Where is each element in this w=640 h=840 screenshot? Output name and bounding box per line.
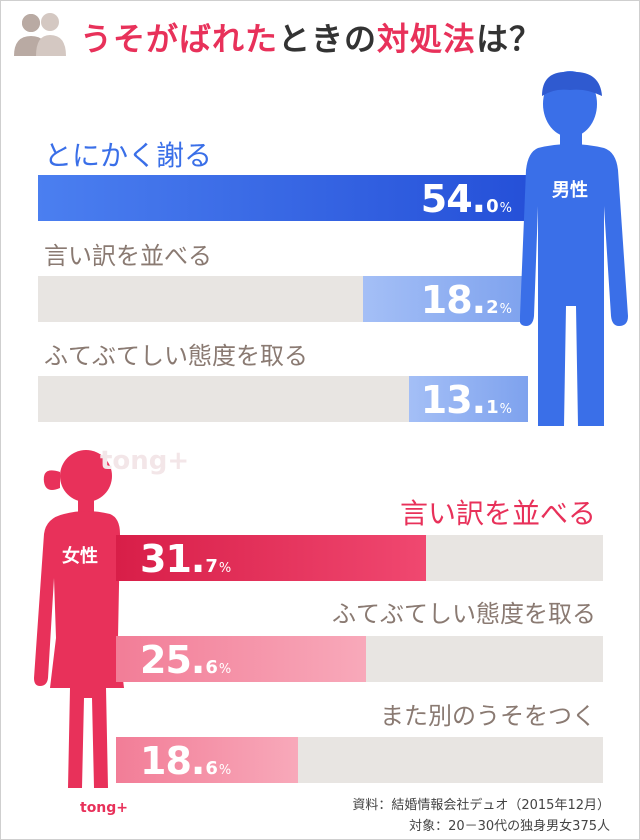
- male-figure-icon: [520, 71, 628, 426]
- male-category-label: とにかく謝る: [44, 139, 213, 172]
- female-value-label: 25.6%: [140, 638, 232, 682]
- male-category-label: 言い訳を並べる: [44, 242, 212, 270]
- people-icon: [14, 13, 66, 56]
- female-figure-icon: [34, 450, 124, 788]
- source-line: 資料：結婚情報会社デュオ（2015年12月）: [352, 798, 610, 813]
- female-bar: [116, 636, 367, 682]
- target-line: 対象：20－30代の独身男女375人: [409, 819, 610, 834]
- female-value-label: 31.7%: [140, 537, 232, 581]
- male-value-label: 54.0%: [420, 177, 512, 221]
- male-bar: [38, 175, 528, 221]
- brand-logo: tong+: [80, 800, 129, 816]
- page-title: うそがばれたときの対処法は？: [80, 20, 543, 58]
- female-category-label: ふてぶてしい態度を取る: [332, 600, 596, 628]
- watermark: tong+: [100, 446, 190, 476]
- female-category-label: また別のうそをつく: [380, 702, 596, 730]
- male-figure-label: 男性: [552, 180, 588, 201]
- female-bar: [116, 737, 298, 783]
- male-bar: [362, 276, 528, 322]
- female-value-label: 18.6%: [140, 739, 232, 783]
- male-category-label: ふてぶてしい態度を取る: [44, 342, 308, 370]
- female-bar: [116, 535, 426, 581]
- female-category-label: 言い訳を並べる: [399, 497, 596, 530]
- female-figure-label: 女性: [62, 546, 98, 567]
- male-value-label: 18.2%: [420, 278, 512, 322]
- male-bar: [409, 376, 528, 422]
- male-value-label: 13.1%: [420, 378, 512, 422]
